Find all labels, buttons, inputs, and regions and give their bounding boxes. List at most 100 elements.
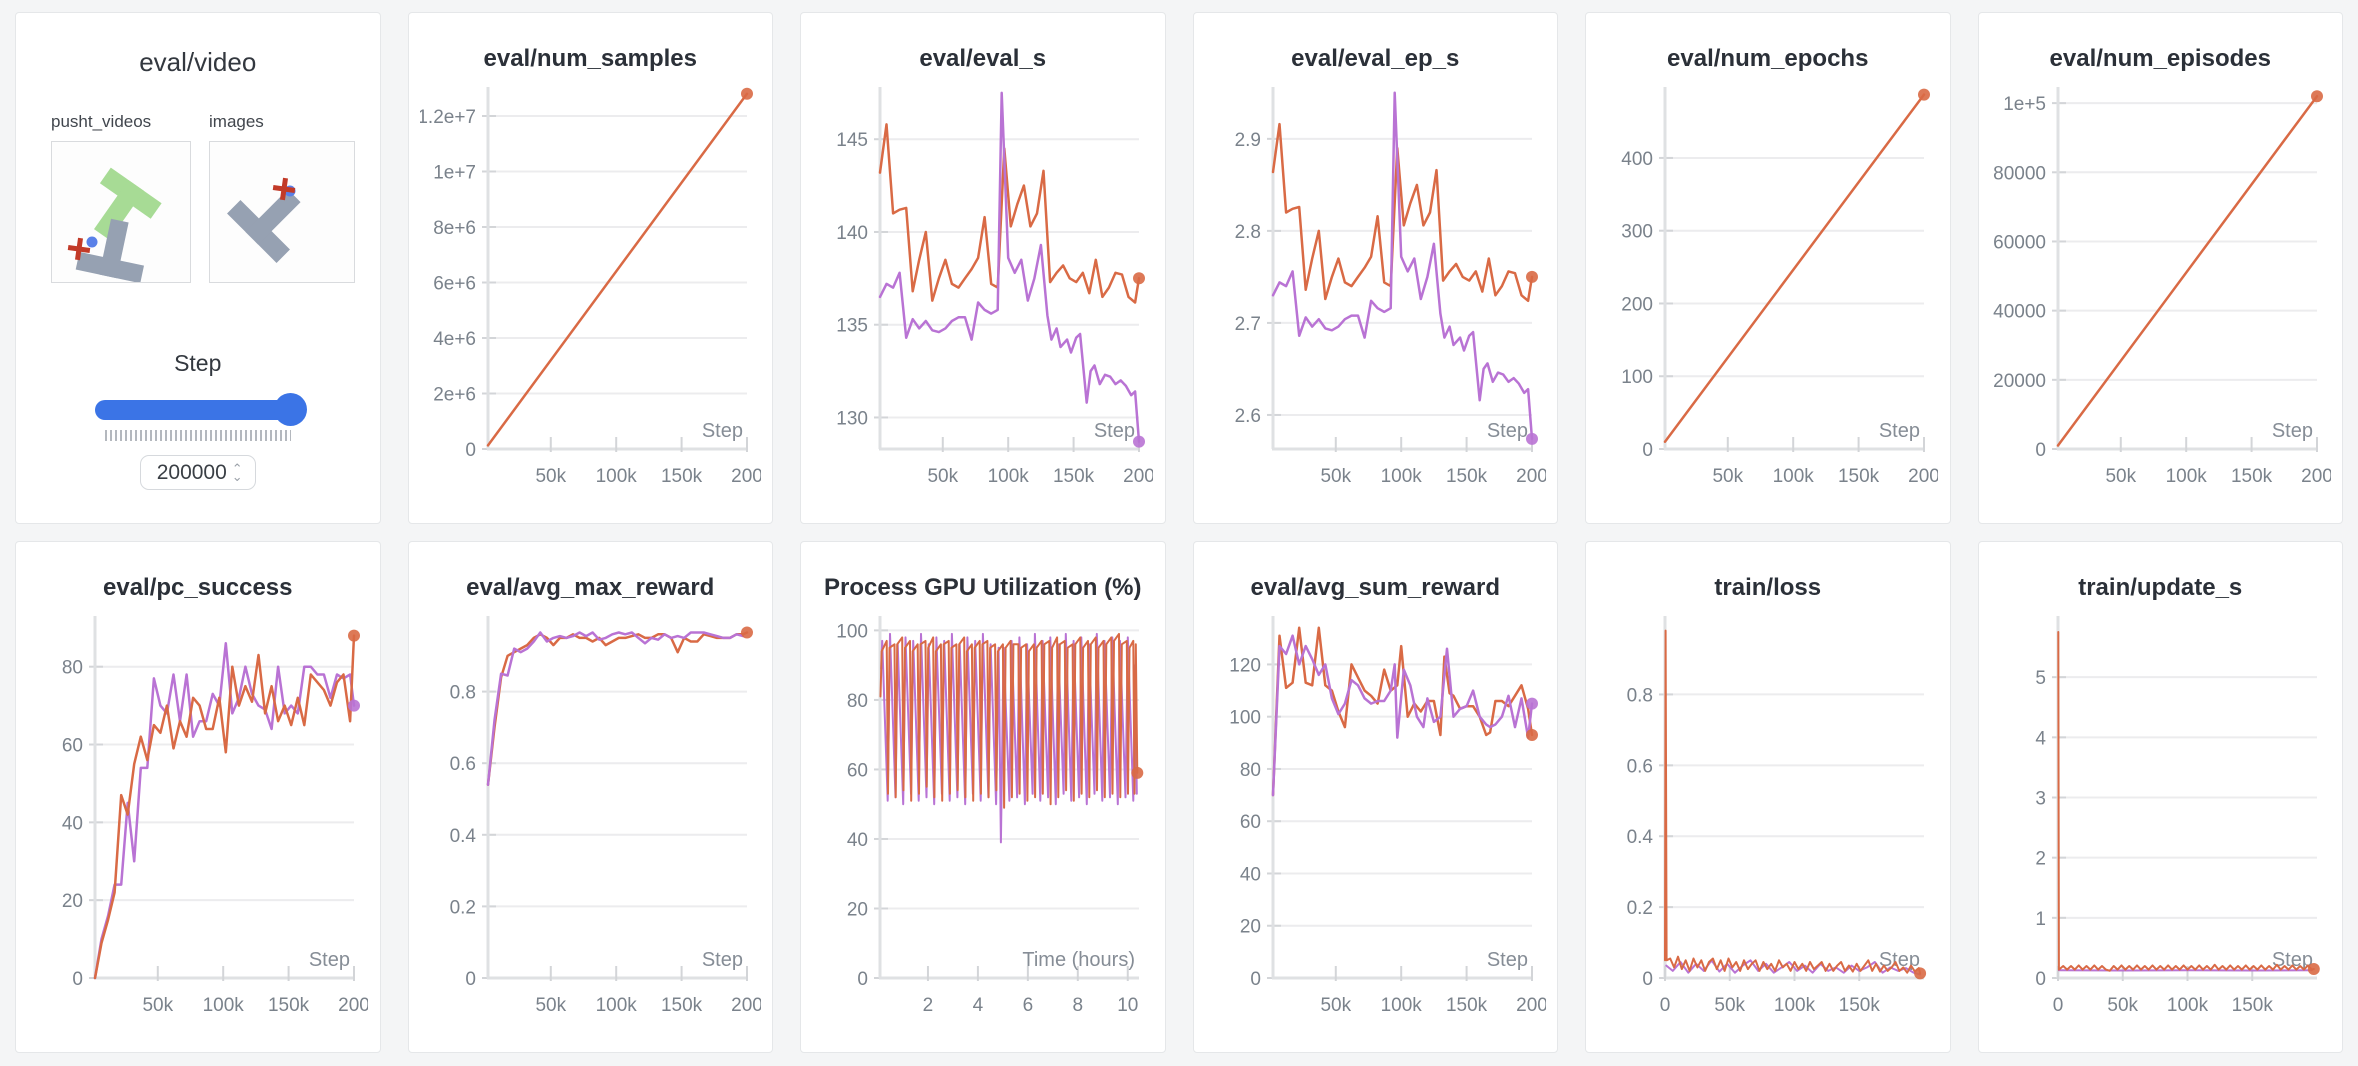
svg-text:400: 400 (1622, 149, 1654, 170)
svg-text:200: 200 (1516, 466, 1546, 487)
svg-text:100k: 100k (988, 466, 1030, 487)
svg-text:150k: 150k (661, 995, 703, 1016)
chart-title: eval/num_epochs (1667, 45, 1869, 72)
svg-text:1e+5: 1e+5 (2003, 94, 2046, 115)
green-t-shape (94, 167, 162, 241)
gray-t-shape (75, 218, 144, 284)
svg-text:0: 0 (73, 969, 84, 990)
media-label: pusht_videos (51, 112, 152, 131)
svg-text:0: 0 (1250, 969, 1261, 990)
chart-canvas-eval-pc-success[interactable]: 0 20 40 60 80 50k 100k 150k 200 Step (27, 610, 368, 1034)
x-axis-label: Time (hours) (1023, 949, 1136, 971)
chart-canvas-eval-num-epochs[interactable]: 0 100 200 300 400 50k 100k 150k 200 Step (1597, 81, 1938, 505)
chart-title: eval/pc_success (103, 574, 293, 601)
svg-text:50k: 50k (1715, 995, 1746, 1016)
chart-panel-train-update-s: train/update_s 0 1 2 3 4 5 0 50k 100k 150k Step (1977, 541, 2343, 1053)
chart-panel-eval-avg-max-reward: eval/avg_max_reward 0 0.2 0.4 0.6 0.8 50k 100k 1… (407, 541, 773, 1053)
step-slider[interactable] (94, 393, 307, 427)
svg-text:50k: 50k (2107, 995, 2138, 1016)
svg-text:2.6: 2.6 (1234, 406, 1260, 427)
svg-text:130: 130 (837, 408, 869, 429)
step-value-input[interactable] (152, 460, 227, 485)
svg-text:300: 300 (1622, 222, 1654, 243)
x-axis-label: Step (2272, 420, 2313, 442)
svg-text:100k: 100k (1773, 466, 1815, 487)
chart-title: eval/num_episodes (2049, 45, 2271, 72)
svg-text:0: 0 (2035, 969, 2046, 990)
svg-text:2.7: 2.7 (1234, 314, 1260, 335)
svg-text:20: 20 (1240, 917, 1261, 938)
step-down-icon[interactable]: ⌄ (231, 468, 243, 484)
step-input-box: ⌃⌄ (139, 455, 256, 490)
x-axis-label: Step (702, 420, 743, 442)
svg-text:100k: 100k (1380, 466, 1422, 487)
svg-text:50k: 50k (535, 995, 566, 1016)
media-row: pusht_videos (16, 78, 380, 288)
pusht-video-thumbnail[interactable] (51, 141, 191, 284)
svg-text:0.4: 0.4 (1627, 827, 1654, 848)
chart-canvas-eval-num-episodes[interactable]: 0 20000 40000 60000 80000 1e+5 50k 100k 150k 200 S… (1990, 81, 2331, 505)
svg-text:20000: 20000 (1993, 371, 2046, 392)
svg-text:6: 6 (1023, 995, 1034, 1016)
x-axis-label: Step (1094, 420, 1135, 442)
svg-text:5: 5 (2035, 668, 2046, 689)
agent-dot (86, 236, 98, 248)
slider-tick-ruler (104, 430, 291, 441)
step-slider-label: Step (174, 350, 222, 376)
svg-text:100k: 100k (595, 466, 637, 487)
slider-thumb[interactable] (273, 393, 307, 426)
chart-panel-eval-num-episodes: eval/num_episodes 0 20000 40000 60000 80000 1e… (1977, 12, 2343, 524)
x-axis-label: Step (309, 949, 350, 971)
chart-panel-eval-avg-sum-reward: eval/avg_sum_reward 0 20 40 60 80 100 120 50k 100… (1192, 541, 1558, 1053)
chart-canvas-eval-eval-s[interactable]: 130 135 140 145 50k 100k 150k 200 Step (812, 81, 1153, 505)
video-panel-title: eval/video (139, 47, 257, 77)
svg-text:10: 10 (1117, 995, 1138, 1016)
svg-text:40: 40 (1240, 864, 1261, 885)
step-control: Step ⌃⌄ (16, 350, 380, 490)
svg-text:150k: 150k (2231, 995, 2273, 1016)
chart-title: eval/eval_s (919, 45, 1047, 72)
svg-text:0: 0 (858, 969, 869, 990)
chart-title: eval/eval_ep_s (1291, 45, 1460, 72)
svg-text:150k: 150k (1838, 466, 1880, 487)
slider-track[interactable] (94, 400, 301, 420)
chart-canvas-eval-num-samples[interactable]: 0 2e+6 4e+6 6e+6 8e+6 1e+7 1.2e+7 50k 100k 150k 20… (420, 81, 761, 505)
target-cross-icon (67, 237, 91, 261)
media-label: images (209, 112, 264, 131)
chart-panel-eval-num-epochs: eval/num_epochs 0 100 200 300 400 50k 100k 150k 2… (1585, 12, 1951, 524)
svg-text:200: 200 (1516, 995, 1546, 1016)
svg-text:100k: 100k (2167, 995, 2209, 1016)
svg-text:0.6: 0.6 (449, 754, 475, 775)
svg-text:0: 0 (465, 440, 476, 461)
svg-text:150k: 150k (1446, 466, 1488, 487)
stepper-arrows[interactable]: ⌃ ⌄ (231, 460, 243, 484)
chart-canvas-train-update-s[interactable]: 0 1 2 3 4 5 0 50k 100k 150k Step (1990, 610, 2331, 1034)
svg-text:50k: 50k (1320, 466, 1351, 487)
svg-text:50k: 50k (2105, 466, 2136, 487)
svg-text:150k: 150k (661, 466, 703, 487)
images-thumbnail[interactable] (209, 141, 355, 283)
chart-canvas-eval-avg-sum-reward[interactable]: 0 20 40 60 80 100 120 50k 100k 150k 200 Step (1205, 610, 1546, 1034)
svg-text:0.2: 0.2 (449, 897, 475, 918)
chart-title: eval/num_samples (483, 45, 697, 72)
chart-canvas-process-gpu-utilization[interactable]: 0 20 40 60 80 100 2 4 6 8 10 Time (hours) (812, 610, 1153, 1034)
svg-text:150k: 150k (2231, 466, 2273, 487)
svg-text:4e+6: 4e+6 (433, 329, 476, 350)
media-figure-images: images (209, 112, 355, 288)
svg-text:0: 0 (1643, 969, 1654, 990)
gray-t-shape (227, 189, 301, 263)
svg-text:0: 0 (2052, 995, 2063, 1016)
media-figure-pusht-videos: pusht_videos (51, 112, 191, 288)
svg-text:0: 0 (1643, 440, 1654, 461)
step-up-icon[interactable]: ⌃ (231, 460, 243, 476)
svg-text:100k: 100k (203, 995, 245, 1016)
svg-text:100: 100 (837, 621, 869, 642)
svg-text:200: 200 (731, 466, 761, 487)
chart-canvas-train-loss[interactable]: 0 0.2 0.4 0.6 0.8 0 50k 100k 150k Step (1597, 610, 1938, 1034)
svg-text:8e+6: 8e+6 (433, 218, 476, 239)
chart-canvas-eval-eval-ep-s[interactable]: 2.6 2.7 2.8 2.9 50k 100k 150k 200 Step (1205, 81, 1546, 505)
svg-text:2: 2 (923, 995, 934, 1016)
chart-canvas-eval-avg-max-reward[interactable]: 0 0.2 0.4 0.6 0.8 50k 100k 150k 200 Step (420, 610, 761, 1034)
x-axis-label: Step (1879, 420, 1920, 442)
